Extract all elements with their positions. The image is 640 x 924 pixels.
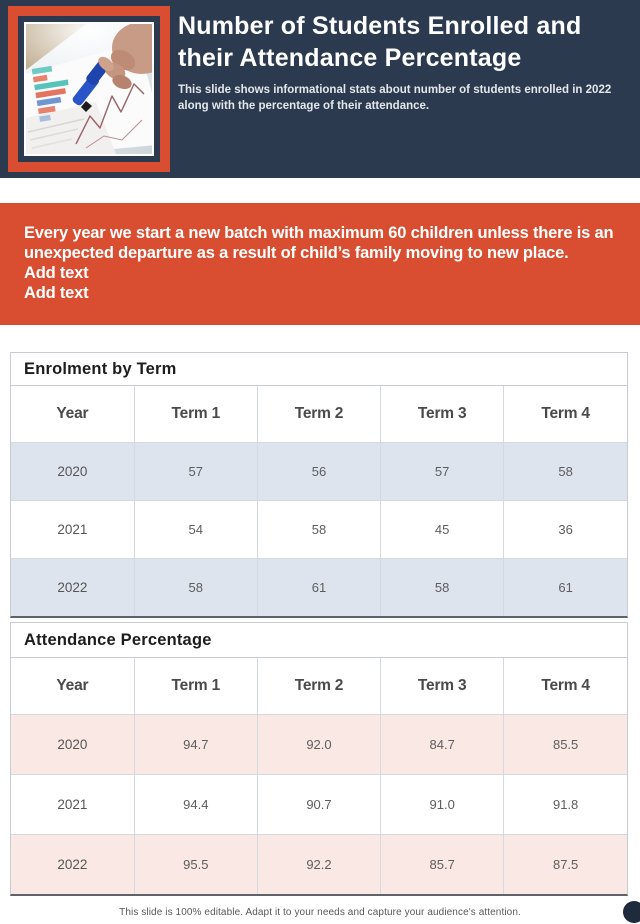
table-header-row: Year Term 1 Term 2 Term 3 Term 4 [11, 386, 627, 443]
table-row: 2021 94.4 90.7 91.0 91.8 [11, 774, 627, 835]
table-cell: 87.5 [503, 834, 627, 894]
enrolment-table-card: Enrolment by Term Year Term 1 Term 2 Ter… [10, 352, 628, 618]
table-row: 2022 95.5 92.2 85.7 87.5 [11, 834, 627, 894]
table-cell: 56 [256, 442, 381, 501]
highlight-banner: Every year we start a new batch with max… [0, 203, 640, 325]
footer-note: This slide is 100% editable. Adapt it to… [119, 907, 521, 918]
table-cell: 57 [380, 442, 504, 501]
table-cell: 94.7 [133, 714, 258, 775]
column-header-term1: Term 1 [133, 386, 258, 443]
column-header-term4: Term 4 [503, 386, 627, 443]
table-cell: 94.4 [133, 774, 258, 835]
table-cell: 2021 [11, 774, 135, 835]
column-header-term4: Term 4 [503, 658, 627, 715]
header-text: Number of Students Enrolled and their At… [178, 11, 630, 115]
banner-text: Every year we start a new batch with max… [24, 224, 614, 262]
table-cell: 90.7 [256, 774, 381, 835]
table-cell: 2022 [11, 558, 135, 616]
table-cell: 58 [380, 558, 504, 616]
table-cell: 61 [256, 558, 381, 616]
table-cell: 2020 [11, 442, 135, 501]
table-cell: 54 [133, 500, 258, 559]
table-cell: 91.0 [380, 774, 504, 835]
attendance-table-title: Attendance Percentage [11, 623, 627, 658]
table-cell: 84.7 [380, 714, 504, 775]
photo-frame [8, 6, 170, 172]
table-cell: 45 [380, 500, 504, 559]
enrolment-table-title: Enrolment by Term [11, 353, 627, 386]
table-row: 2022 58 61 58 61 [11, 558, 627, 616]
column-header-term1: Term 1 [133, 658, 258, 715]
column-header-term3: Term 3 [380, 658, 504, 715]
table-cell: 92.2 [256, 834, 381, 894]
table-header-row: Year Term 1 Term 2 Term 3 Term 4 [11, 658, 627, 715]
table-cell: 85.5 [503, 714, 627, 775]
column-header-term2: Term 2 [256, 658, 381, 715]
table-cell: 92.0 [256, 714, 381, 775]
table-cell: 58 [133, 558, 258, 616]
table-row: 2021 54 58 45 36 [11, 500, 627, 559]
page-title: Number of Students Enrolled and their At… [178, 12, 582, 72]
table-cell: 2021 [11, 500, 135, 559]
column-header-term3: Term 3 [380, 386, 504, 443]
page-number-dot [623, 901, 640, 923]
column-header-year: Year [56, 677, 89, 694]
table-cell: 85.7 [380, 834, 504, 894]
add-text-placeholder: Add text [24, 264, 89, 282]
table-cell: 2022 [11, 834, 135, 894]
table-cell: 2020 [11, 714, 135, 775]
table-row: 2020 57 56 57 58 [11, 442, 627, 501]
header-band: Number of Students Enrolled and their At… [0, 0, 640, 178]
table-cell: 95.5 [133, 834, 258, 894]
table-cell: 57 [133, 442, 258, 501]
table-cell: 61 [503, 558, 627, 616]
charts-analysis-photo [24, 22, 154, 156]
column-header-term2: Term 2 [256, 386, 381, 443]
attendance-table: Year Term 1 Term 2 Term 3 Term 4 2020 94… [11, 658, 627, 894]
attendance-table-card: Attendance Percentage Year Term 1 Term 2… [10, 622, 628, 896]
page-subtitle: This slide shows informational stats abo… [178, 83, 612, 113]
table-cell: 36 [503, 500, 627, 559]
table-cell: 91.8 [503, 774, 627, 835]
enrolment-table: Year Term 1 Term 2 Term 3 Term 4 2020 57… [11, 386, 627, 616]
column-header-year: Year [56, 405, 89, 422]
table-row: 2020 94.7 92.0 84.7 85.5 [11, 714, 627, 775]
table-cell: 58 [503, 442, 627, 501]
add-text-placeholder: Add text [24, 284, 89, 302]
table-cell: 58 [256, 500, 381, 559]
